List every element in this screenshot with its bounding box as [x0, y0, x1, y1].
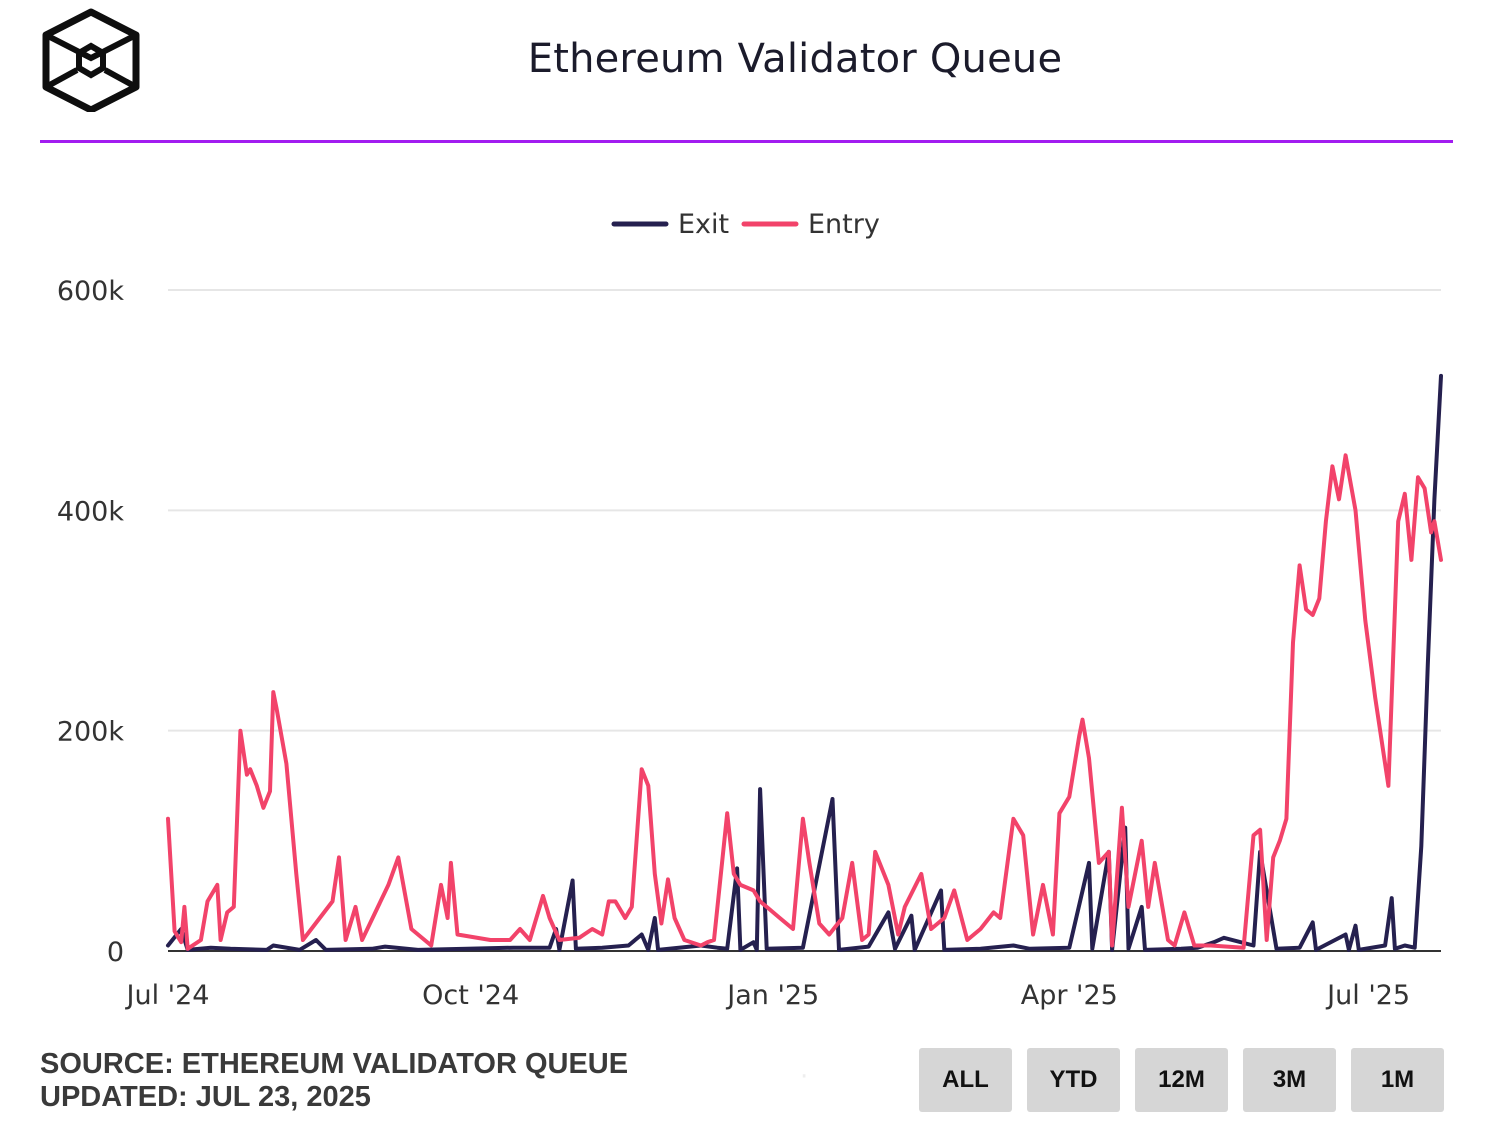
range-button-12m[interactable]: 12M: [1135, 1048, 1228, 1112]
time-range-selector: ALL YTD 12M 3M 1M: [919, 1048, 1444, 1112]
x-tick-label: Oct '24: [422, 980, 519, 1011]
x-tick-label: Jul '25: [1325, 980, 1410, 1011]
cube-logo-icon: [42, 8, 140, 112]
series-line-entry: [166, 453, 1443, 951]
x-tick-label: Jan '25: [725, 980, 819, 1011]
x-tick-label: Apr '25: [1021, 980, 1118, 1011]
watermark: ·: [800, 1062, 809, 1092]
source-text: SOURCE: ETHEREUM VALIDATOR QUEUE: [40, 1048, 629, 1080]
page-title: Ethereum Validator Queue: [527, 36, 1063, 82]
series-line-exit: [166, 373, 1443, 952]
chart-footer: SOURCE: ETHEREUM VALIDATOR QUEUE UPDATED…: [40, 1048, 628, 1114]
y-tick-label: 200k: [57, 717, 125, 748]
y-tick-label: 0: [107, 937, 124, 968]
y-tick-label: 400k: [57, 496, 125, 527]
header-divider: [40, 140, 1453, 143]
legend-label-exit: Exit: [678, 209, 729, 240]
range-button-ytd[interactable]: YTD: [1027, 1048, 1120, 1112]
range-button-all[interactable]: ALL: [919, 1048, 1012, 1112]
x-tick-label: Jul '24: [125, 980, 210, 1011]
legend-label-entry: Entry: [808, 209, 880, 240]
updated-text: UPDATED: JUL 23, 2025: [40, 1081, 371, 1113]
range-button-3m[interactable]: 3M: [1243, 1048, 1336, 1112]
range-button-1m[interactable]: 1M: [1351, 1048, 1444, 1112]
y-tick-label: 600k: [57, 276, 125, 307]
